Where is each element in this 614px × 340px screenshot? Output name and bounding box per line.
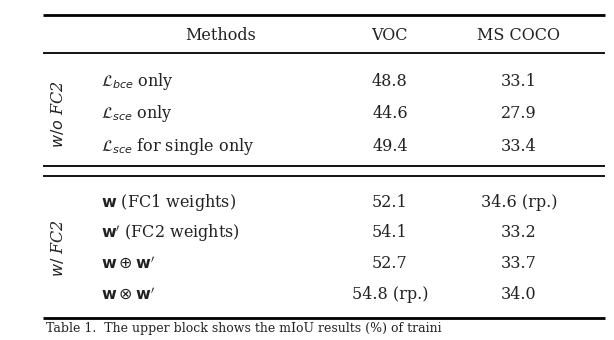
Text: $\mathbf{w^{\prime}}$ (FC2 weights): $\mathbf{w^{\prime}}$ (FC2 weights) (101, 222, 240, 243)
Text: MS COCO: MS COCO (477, 27, 561, 44)
Text: $\mathcal{L}_{sce}$ for single only: $\mathcal{L}_{sce}$ for single only (101, 136, 255, 157)
Text: 54.1: 54.1 (372, 224, 408, 241)
Text: 33.4: 33.4 (501, 138, 537, 155)
Text: VOC: VOC (371, 27, 408, 44)
Text: 27.9: 27.9 (501, 105, 537, 122)
Text: 33.7: 33.7 (501, 255, 537, 272)
Text: 34.0: 34.0 (501, 286, 537, 303)
Text: 52.1: 52.1 (372, 194, 408, 211)
Text: Table 1.  The upper block shows the mIoU results (%) of traini: Table 1. The upper block shows the mIoU … (46, 322, 441, 335)
Text: 52.7: 52.7 (372, 255, 408, 272)
Text: 49.4: 49.4 (372, 138, 408, 155)
Text: $\mathcal{L}_{sce}$ only: $\mathcal{L}_{sce}$ only (101, 103, 173, 124)
Text: 48.8: 48.8 (372, 73, 408, 90)
Text: 44.6: 44.6 (372, 105, 408, 122)
Text: $w/o$ FC2: $w/o$ FC2 (50, 80, 67, 148)
Text: 34.6 (rp.): 34.6 (rp.) (481, 194, 557, 211)
Text: 54.8 (rp.): 54.8 (rp.) (352, 286, 428, 303)
Text: $\mathbf{w} \oplus \mathbf{w^{\prime}}$: $\mathbf{w} \oplus \mathbf{w^{\prime}}$ (101, 255, 155, 272)
Text: $\mathcal{L}_{bce}$ only: $\mathcal{L}_{bce}$ only (101, 71, 174, 92)
Text: $w/$ FC2: $w/$ FC2 (50, 219, 67, 277)
Text: $\mathbf{w} \otimes \mathbf{w^{\prime}}$: $\mathbf{w} \otimes \mathbf{w^{\prime}}$ (101, 286, 155, 303)
Text: Methods: Methods (185, 27, 257, 44)
Text: 33.1: 33.1 (501, 73, 537, 90)
Text: $\mathbf{w}$ (FC1 weights): $\mathbf{w}$ (FC1 weights) (101, 192, 236, 213)
Text: 33.2: 33.2 (501, 224, 537, 241)
